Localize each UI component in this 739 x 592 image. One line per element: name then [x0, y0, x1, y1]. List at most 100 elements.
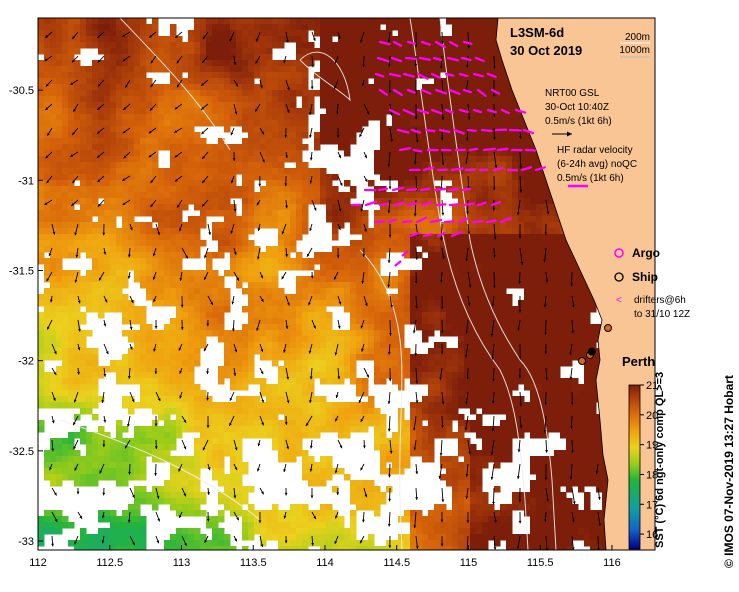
gsl-arrowhead: [516, 212, 520, 216]
gsl-arrowhead: [154, 473, 158, 476]
gsl-arrowhead: [467, 303, 471, 307]
gsl-arrowhead: [361, 83, 365, 86]
gsl-arrowhead: [97, 203, 101, 207]
gsl-arrowhead: [234, 467, 238, 471]
gsl-arrowhead: [468, 284, 472, 288]
gsl-arrowhead: [287, 87, 290, 91]
gsl-arrowhead: [519, 189, 523, 193]
gsl-arrowhead: [97, 35, 101, 38]
gsl-arrowhead: [183, 446, 187, 450]
perth-marker: [587, 347, 596, 356]
hf-arrow: [406, 88, 416, 94]
gsl-arrowhead: [127, 519, 131, 523]
gsl-arrowhead: [261, 422, 264, 426]
gsl-arrowhead: [361, 348, 364, 352]
gsl-arrowhead: [207, 467, 211, 471]
gsl-arrowhead: [281, 276, 285, 280]
hf-arrow: [492, 167, 504, 172]
gsl-arrowhead: [150, 60, 154, 64]
hf-arrow: [444, 72, 455, 77]
gsl-arrowhead: [335, 111, 339, 115]
gsl-arrowhead: [70, 154, 74, 157]
gsl-arrowhead: [77, 347, 81, 351]
gsl-arrowhead: [202, 155, 206, 159]
gsl-arrowhead: [492, 66, 496, 69]
gsl-arrowhead: [255, 60, 259, 64]
gsl-arrowhead: [364, 228, 367, 232]
gsl-arrowhead: [465, 401, 469, 405]
gsl-arrowhead: [518, 499, 522, 502]
gsl-arrowhead: [201, 203, 205, 207]
gsl-arrowhead: [231, 328, 235, 332]
gsl-arrowhead: [413, 213, 417, 217]
gsl-arrowhead: [154, 446, 158, 449]
gsl-arrowhead: [338, 155, 342, 159]
hf-arrow: [420, 88, 432, 95]
gsl-arrowhead: [414, 63, 418, 67]
gsl-arrowhead: [156, 495, 160, 499]
gsl-arrowhead: [440, 306, 444, 309]
gsl-arrowhead: [465, 331, 469, 334]
gsl-arrowhead: [97, 107, 101, 110]
gsl-arrowhead: [438, 475, 442, 479]
gsl-arrowhead: [413, 161, 417, 165]
gsl-arrowhead: [440, 330, 444, 334]
gsl-arrowhead: [336, 135, 340, 138]
gsl-arrowhead: [360, 467, 364, 471]
hf-arrow: [522, 128, 535, 135]
gsl-arrowhead: [361, 280, 365, 284]
y-tick-label: -33: [18, 536, 34, 548]
hf-arrow: [388, 108, 401, 116]
drifters-label-line1: drifters@6h: [634, 295, 686, 306]
gsl-arrowhead: [338, 301, 342, 305]
gsl-arrowhead: [467, 45, 471, 49]
gsl-arrowhead: [516, 545, 520, 549]
hf-arrow: [388, 72, 402, 78]
gsl-arrow: [544, 415, 547, 433]
hf-arrow: [468, 147, 479, 152]
gsl-arrowhead: [76, 491, 80, 495]
gsl-arrowhead: [97, 154, 100, 158]
gsl-arrowhead: [467, 116, 471, 120]
gsl-arrowhead: [492, 93, 496, 97]
gsl-arrowhead: [517, 449, 521, 453]
gsl-arrowhead: [360, 325, 364, 329]
isobath-contours: [59, 18, 557, 550]
gsl-arrowhead: [491, 303, 495, 307]
gsl-arrowhead: [387, 523, 391, 527]
hf-arrow: [419, 187, 431, 192]
gsl-arrowhead: [284, 422, 288, 425]
gsl-arrowhead: [338, 208, 342, 212]
gsl-arrowhead: [313, 325, 316, 329]
gsl-arrowhead: [439, 453, 443, 456]
gsl-arrowhead: [465, 258, 469, 262]
gsl-arrowhead: [390, 139, 393, 142]
hf-arrow: [378, 40, 391, 46]
x-tick-label: 115: [460, 557, 478, 569]
gsl-arrowhead: [465, 137, 469, 141]
gsl-arrowhead: [260, 544, 264, 548]
gsl-arrowhead: [546, 211, 550, 215]
gsl-arrowhead: [261, 131, 264, 135]
gsl-arrowhead: [310, 86, 314, 90]
gsl-arrowhead: [284, 183, 288, 187]
gsl-arrowhead: [283, 60, 287, 64]
gsl-arrowhead: [518, 375, 522, 379]
gsl-arrowhead: [387, 210, 391, 214]
gsl-arrowhead: [440, 519, 444, 523]
gsl-arrowhead: [359, 540, 363, 544]
gsl-arrowhead: [73, 422, 76, 426]
gsl-arrowhead: [334, 85, 337, 89]
gsl-arrowhead: [45, 83, 49, 87]
gsl-arrowhead: [178, 347, 182, 351]
gsl-arrowhead: [46, 180, 50, 184]
gsl-arrowhead: [230, 230, 234, 234]
hf-arrow: [452, 128, 465, 135]
gsl-arrowhead: [364, 178, 368, 182]
gsl-legend-line1: NRT00 GSL: [545, 88, 600, 99]
colorbar-tick-label: 17: [646, 499, 658, 511]
gsl-arrowhead: [231, 301, 235, 305]
gsl-arrowhead: [104, 299, 108, 303]
hf-arrow: [377, 187, 389, 192]
gsl-arrow: [493, 151, 497, 169]
